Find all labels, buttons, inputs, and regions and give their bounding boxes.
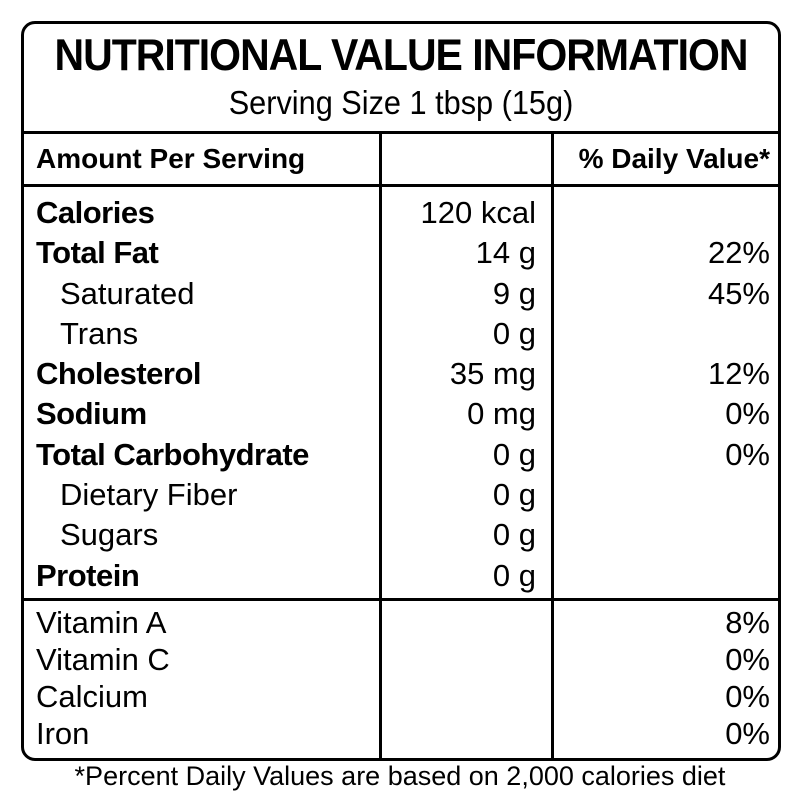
nutrient-row-sodium: Sodium 0 mg 0% <box>24 394 778 434</box>
nutrient-name: Trans <box>60 316 139 351</box>
divider-header-top <box>24 131 778 134</box>
nutrient-amount: 120 kcal <box>420 195 536 230</box>
nutrient-name: Calories <box>36 195 155 230</box>
vitamin-row-vitamin-a: Vitamin A 8% <box>24 604 778 641</box>
column-divider-dv <box>551 131 554 601</box>
vitamin-row-vitamin-c: Vitamin C 0% <box>24 641 778 678</box>
label-title: NUTRITIONAL VALUE INFORMATION <box>54 30 748 80</box>
vitamin-dv: 8% <box>725 605 770 640</box>
vitamin-row-calcium: Calcium 0% <box>24 678 778 715</box>
nutrient-row-cholesterol: Cholesterol 35 mg 12% <box>24 354 778 394</box>
vitamin-name: Iron <box>36 716 90 751</box>
nutrient-amount: 9 g <box>492 276 536 311</box>
footnote: *Percent Daily Values are based on 2,000… <box>74 761 726 791</box>
header-daily-value: % Daily Value* <box>578 143 770 174</box>
nutrient-dv: 45% <box>707 276 770 311</box>
nutrient-row-protein: Protein 0 g <box>24 556 778 596</box>
nutrient-amount: 0 g <box>492 517 536 552</box>
vitamin-name: Vitamin C <box>36 642 170 677</box>
nutrition-label: NUTRITIONAL VALUE INFORMATION Serving Si… <box>21 21 781 761</box>
vitamin-row-iron: Iron 0% <box>24 715 778 752</box>
nutrient-row-total-fat: Total Fat 14 g 22% <box>24 233 778 273</box>
nutrient-row-calories: Calories 120 kcal <box>24 193 778 233</box>
nutrient-name: Cholesterol <box>36 356 202 391</box>
vitamin-dv: 0% <box>725 716 770 751</box>
nutrient-name: Total Fat <box>36 235 159 270</box>
nutrient-dv: 12% <box>707 356 770 391</box>
vitamin-name: Calcium <box>36 679 148 714</box>
vitamin-dv: 0% <box>725 642 770 677</box>
nutrient-name: Sodium <box>36 396 147 431</box>
serving-size: Serving Size 1 tbsp (15g) <box>228 84 574 121</box>
nutrient-dv: 0% <box>725 437 770 472</box>
column-divider-amount <box>379 131 382 601</box>
column-divider-vitamins-left <box>379 598 382 758</box>
nutrient-amount: 0 mg <box>467 396 536 431</box>
nutrient-amount: 0 g <box>492 437 536 472</box>
divider-vitamins <box>24 598 778 601</box>
nutrient-amount: 35 mg <box>449 356 536 391</box>
divider-header-bottom <box>24 184 778 187</box>
column-divider-vitamins-right <box>551 598 554 758</box>
vitamin-name: Vitamin A <box>36 605 167 640</box>
nutrient-amount: 14 g <box>475 235 536 270</box>
nutrient-row-total-carbohydrate: Total Carbohydrate 0 g 0% <box>24 435 778 475</box>
nutrient-amount: 0 g <box>492 477 536 512</box>
nutrient-row-sugars: Sugars 0 g <box>24 515 778 555</box>
nutrient-name: Sugars <box>60 517 159 552</box>
vitamin-dv: 0% <box>725 679 770 714</box>
nutrient-name: Total Carbohydrate <box>36 437 309 472</box>
nutrient-name: Dietary Fiber <box>60 477 238 512</box>
nutrient-amount: 0 g <box>492 316 536 351</box>
header-amount-per-serving: Amount Per Serving <box>36 143 306 174</box>
nutrient-name: Protein <box>36 558 140 593</box>
nutrient-row-trans: Trans 0 g <box>24 314 778 354</box>
nutrient-dv: 22% <box>707 235 770 270</box>
nutrient-dv: 0% <box>725 396 770 431</box>
nutrient-row-dietary-fiber: Dietary Fiber 0 g <box>24 475 778 515</box>
nutrient-amount: 0 g <box>492 558 536 593</box>
nutrient-name: Saturated <box>60 276 195 311</box>
nutrient-row-saturated: Saturated 9 g 45% <box>24 274 778 314</box>
